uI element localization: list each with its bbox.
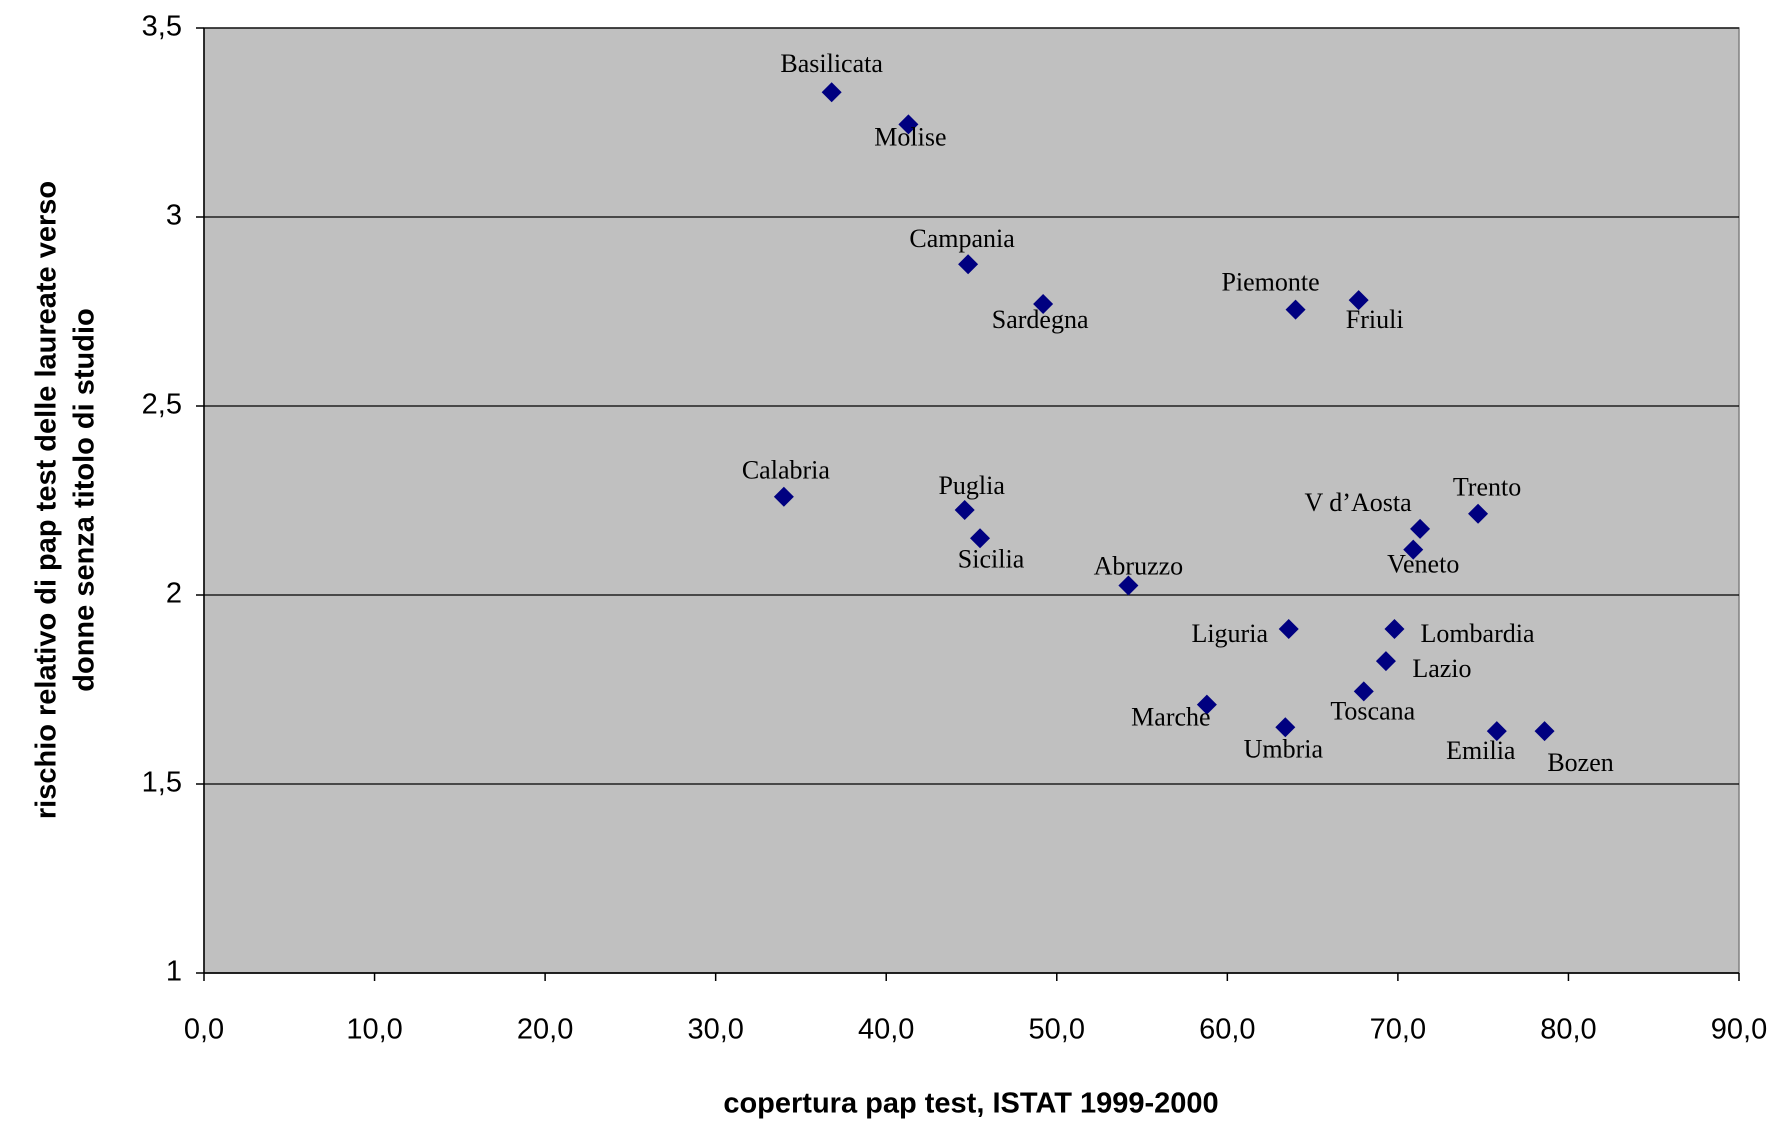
point	[1118, 575, 1139, 596]
x-tick-label: 80,0	[1540, 1014, 1596, 1046]
point-label: Emilia	[1446, 736, 1516, 765]
point	[821, 82, 842, 103]
x-tick-label: 40,0	[858, 1014, 914, 1046]
point-label: Umbria	[1244, 734, 1324, 763]
y-tick-label: 3	[166, 200, 182, 232]
point	[1534, 721, 1555, 742]
point	[1196, 694, 1217, 715]
point	[1348, 290, 1369, 311]
y-axis-title-line: rischio relativo di pap test delle laure…	[31, 181, 63, 819]
point	[954, 499, 975, 520]
point-label: Molise	[874, 122, 946, 151]
x-tick-label: 60,0	[1199, 1014, 1255, 1046]
point	[970, 528, 991, 549]
point	[1384, 619, 1405, 640]
x-tick-label: 90,0	[1711, 1014, 1767, 1046]
point-label: Friuli	[1346, 305, 1404, 334]
point	[1033, 293, 1054, 314]
x-tick-label: 10,0	[346, 1014, 402, 1046]
point-label: Liguria	[1191, 619, 1268, 648]
point-label: Abruzzo	[1094, 552, 1184, 581]
point	[1275, 717, 1296, 738]
point-label: Veneto	[1387, 550, 1459, 579]
y-tick-label: 3,5	[142, 11, 182, 43]
y-axis-title: rischio relativo di pap test delle laure…	[31, 181, 101, 819]
point-label: Marche	[1131, 703, 1210, 732]
point-label: Trento	[1453, 473, 1521, 502]
point	[1375, 651, 1396, 672]
point	[1403, 539, 1424, 560]
point-label: Piemonte	[1221, 268, 1319, 297]
point	[958, 254, 979, 275]
x-axis-title: copertura pap test, ISTAT 1999-2000	[723, 1088, 1218, 1120]
point-label: Toscana	[1330, 696, 1415, 725]
point	[898, 114, 919, 135]
x-tick-label: 20,0	[517, 1014, 573, 1046]
point	[1468, 503, 1489, 524]
y-tick-label: 1,5	[142, 767, 182, 799]
y-tick-label: 2,5	[142, 389, 182, 421]
point-label: Sardegna	[992, 305, 1089, 334]
point-label: Lazio	[1412, 654, 1471, 683]
point-label: Sicilia	[958, 544, 1025, 573]
plot-area	[203, 27, 1740, 974]
point-label: Campania	[909, 224, 1015, 253]
x-tick-label: 30,0	[687, 1014, 743, 1046]
point	[1353, 681, 1374, 702]
y-axis-title-line: donne senza titolo di studio	[69, 308, 101, 691]
x-tick-label: 70,0	[1370, 1014, 1426, 1046]
point	[1278, 619, 1299, 640]
x-tick-label: 0,0	[184, 1014, 224, 1046]
y-tick-label: 2	[166, 578, 182, 610]
point-label: Calabria	[742, 456, 831, 485]
point-label: Basilicata	[780, 49, 883, 78]
point	[1486, 721, 1507, 742]
point	[1285, 299, 1306, 320]
point-label: V d’Aosta	[1304, 488, 1412, 517]
point-label: Lombardia	[1420, 619, 1535, 648]
x-tick-label: 50,0	[1029, 1014, 1085, 1046]
point-label: Bozen	[1547, 748, 1613, 777]
point-label: Puglia	[938, 471, 1005, 500]
y-tick-label: 1	[166, 956, 182, 988]
point	[773, 486, 794, 507]
point	[1410, 518, 1431, 539]
